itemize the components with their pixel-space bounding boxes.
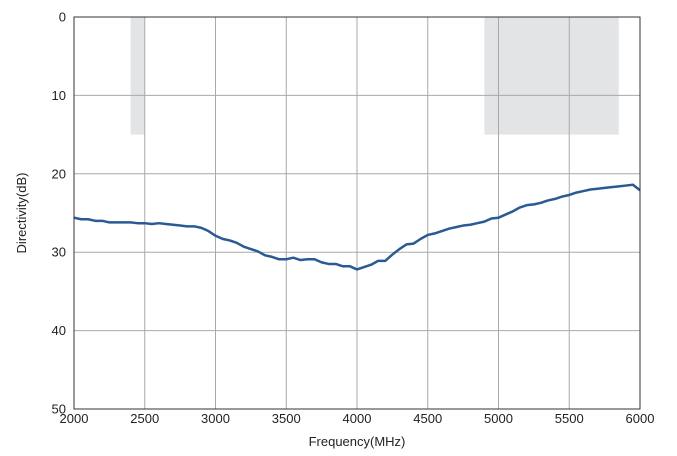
x-axis-title: Frequency(MHz) (309, 434, 406, 449)
x-tick-label: 3500 (272, 411, 301, 426)
x-tick-label: 5500 (555, 411, 584, 426)
y-tick-label: 40 (52, 323, 66, 338)
x-tick-labels: 2000 2500 3000 3500 4000 4500 5000 5500 6000 (60, 411, 655, 426)
x-tick-label: 4500 (413, 411, 442, 426)
y-tick-label: 10 (52, 88, 66, 103)
series-line-1 (73, 183, 641, 271)
x-tick-label: 6000 (626, 411, 655, 426)
y-tick-label: 50 (52, 402, 66, 417)
x-tick-label: 2500 (130, 411, 159, 426)
x-tick-label: 4000 (343, 411, 372, 426)
plot-frame (73, 16, 641, 410)
y-axis-title: Directivity(dB) (14, 173, 29, 254)
x-tick-label: 2000 (60, 411, 89, 426)
shaded-band-1 (130, 17, 145, 135)
grid-lines (74, 17, 640, 409)
y-tick-label: 20 (52, 166, 66, 181)
y-tick-labels: 0 10 20 30 40 50 (52, 10, 66, 417)
x-tick-label: 3000 (201, 411, 230, 426)
series-layer (73, 183, 641, 271)
shaded-bands (130, 17, 619, 135)
y-tick-label: 30 (52, 245, 66, 260)
y-tick-label: 0 (59, 10, 66, 25)
x-tick-label: 5000 (484, 411, 513, 426)
shaded-band-2 (484, 17, 619, 135)
